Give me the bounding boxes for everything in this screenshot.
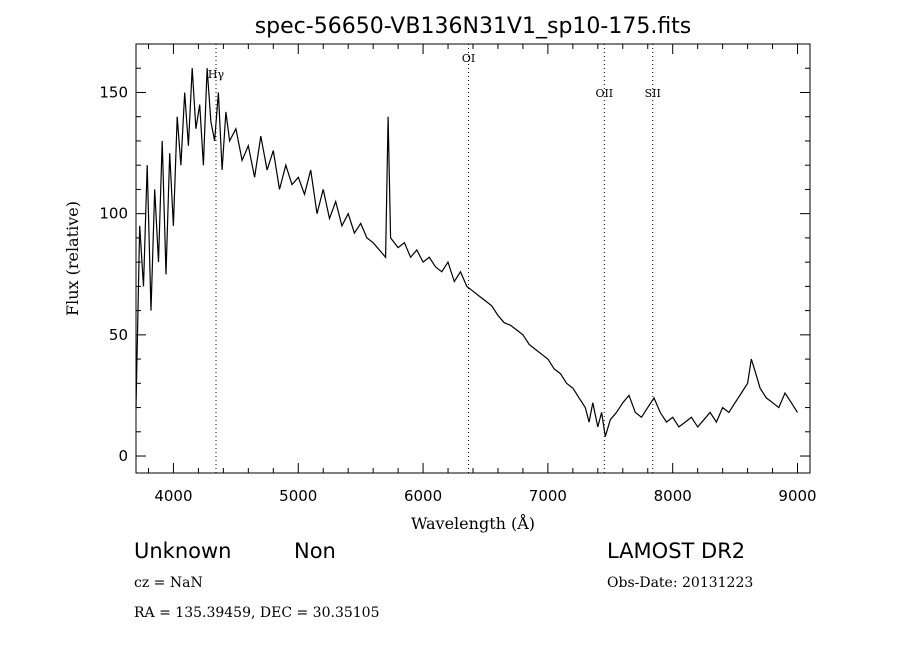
chart-title: spec-56650-VB136N31V1_sp10-175.fits xyxy=(255,14,692,39)
x-tick-label: 5000 xyxy=(279,487,317,505)
x-tick-label: 6000 xyxy=(404,487,442,505)
class-label: Unknown xyxy=(134,539,232,563)
x-tick-label: 9000 xyxy=(778,487,816,505)
line-marker-label: SII xyxy=(645,87,661,100)
x-tick-label: 8000 xyxy=(654,487,692,505)
y-axis-label: Flux (relative) xyxy=(63,201,82,316)
y-tick-label: 50 xyxy=(109,326,128,344)
x-axis-label: Wavelength (Å) xyxy=(411,513,535,533)
line-marker-label: Hγ xyxy=(208,68,225,81)
spectrum-line xyxy=(135,68,799,437)
y-tick-label: 100 xyxy=(99,205,128,223)
x-tick-label: 4000 xyxy=(154,487,192,505)
y-tick-label: 0 xyxy=(118,447,128,465)
plot-frame xyxy=(135,43,811,474)
obs-date-label: Obs-Date: 20131223 xyxy=(607,575,754,591)
coordinates-label: RA = 135.39459, DEC = 30.35105 xyxy=(134,605,380,621)
redshift-label: cz = NaN xyxy=(134,575,203,591)
line-marker-label: OII xyxy=(595,87,613,100)
y-tick-label: 150 xyxy=(99,83,128,101)
x-tick-label: 7000 xyxy=(529,487,567,505)
survey-label: LAMOST DR2 xyxy=(607,539,746,563)
subclass-label: Non xyxy=(294,539,336,563)
line-marker-label: OI xyxy=(462,52,475,65)
